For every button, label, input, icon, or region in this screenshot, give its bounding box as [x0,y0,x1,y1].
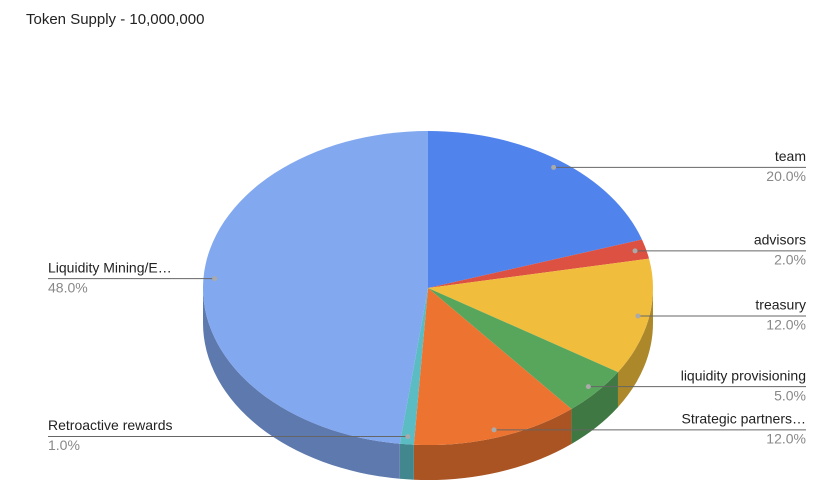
slice-label: team [775,148,806,164]
chart-title: Token Supply - 10,000,000 [26,11,204,28]
slice-value: 48.0% [48,279,88,295]
slice-side [203,288,400,479]
leader-dot [212,276,218,282]
slice [428,258,654,373]
slice-label: liquidity provisioning [681,367,806,383]
slice [399,288,428,445]
slice [428,239,650,288]
slice-side [413,408,572,480]
slice-side [399,443,414,480]
slice-value: 1.0% [48,437,80,453]
slice-label: Liquidity Mining/E… [48,259,172,275]
slice-value: 12.0% [766,431,806,447]
leader-dot [632,248,638,254]
slice [428,288,618,409]
slice-value: 12.0% [766,317,806,333]
slice [428,131,642,288]
slice-value: 5.0% [774,387,806,403]
slice [413,288,572,445]
slice [203,131,428,444]
slice-side [617,288,653,408]
slice-label: treasury [755,297,806,313]
slice-label: Strategic partners… [682,411,807,427]
slice-value: 2.0% [774,252,806,268]
leader-dot [635,313,641,319]
leader-dot [551,164,557,170]
slice-label: Retroactive rewards [48,417,173,433]
leader-dot [405,433,411,439]
slice-value: 20.0% [766,168,806,184]
slice-side [571,372,618,444]
slice-label: advisors [754,232,806,248]
leader-dot [491,427,497,433]
leader-dot [585,384,591,390]
